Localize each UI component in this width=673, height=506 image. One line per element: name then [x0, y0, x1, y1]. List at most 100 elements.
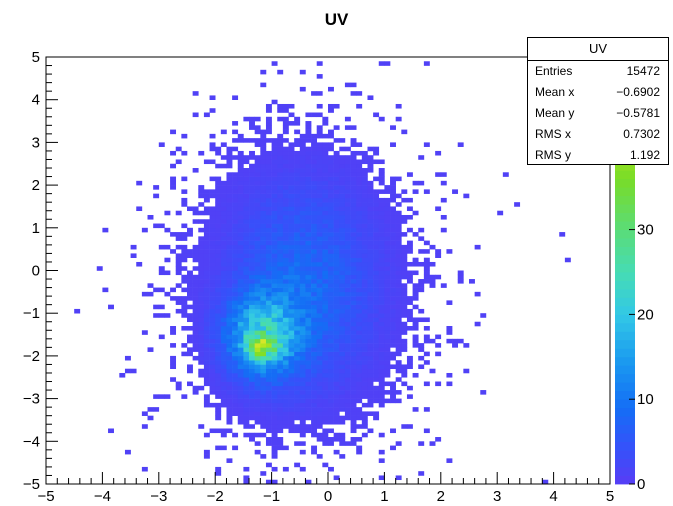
- heatmap-cell: [187, 232, 193, 237]
- heatmap-cell: [412, 257, 419, 263]
- heatmap-cell: [260, 227, 267, 233]
- heatmap-cell: [209, 330, 216, 335]
- heatmap-cell: [226, 253, 233, 258]
- heatmap-cell: [249, 343, 255, 348]
- heatmap-cell: [243, 210, 250, 216]
- heatmap-cell: [299, 398, 306, 404]
- heatmap-cell: [249, 355, 255, 361]
- heatmap-cell: [378, 377, 385, 382]
- heatmap-cell: [350, 415, 357, 421]
- heatmap-cell: [260, 279, 267, 284]
- heatmap-cell: [220, 338, 227, 344]
- heatmap-cell: [249, 240, 255, 246]
- heatmap-cell: [305, 210, 312, 216]
- heatmap-cell: [316, 168, 323, 173]
- heatmap-cell: [254, 402, 261, 408]
- heatmap-cell: [384, 304, 391, 310]
- heatmap-cell: [198, 351, 205, 357]
- heatmap-cell: [305, 138, 312, 143]
- heatmap-cell: [367, 334, 374, 340]
- heatmap-cell: [237, 326, 244, 331]
- heatmap-cell: [243, 466, 250, 472]
- heatmap-cell: [294, 313, 301, 318]
- heatmap-cell: [373, 112, 380, 118]
- heatmap-cell: [311, 407, 318, 412]
- heatmap-cell: [390, 390, 396, 395]
- heatmap-cell: [254, 385, 261, 391]
- heatmap-cell: [316, 150, 323, 156]
- heatmap-cell: [378, 240, 385, 246]
- heatmap-cell: [181, 253, 188, 258]
- heatmap-cell: [209, 321, 216, 327]
- heatmap-cell: [249, 189, 255, 194]
- heatmap-cell: [282, 193, 289, 199]
- heatmap-cell: [192, 168, 199, 173]
- heatmap-cell: [373, 146, 380, 152]
- heatmap-cell: [299, 407, 306, 412]
- heatmap-cell: [322, 210, 329, 216]
- heatmap-cell: [187, 334, 193, 340]
- heatmap-cell: [288, 377, 295, 382]
- heatmap-cell: [226, 390, 233, 395]
- heatmap-cell: [271, 454, 278, 459]
- heatmap-cell: [209, 189, 216, 194]
- heatmap-cell: [243, 202, 250, 207]
- heatmap-cell: [232, 185, 239, 190]
- heatmap-cell: [243, 185, 250, 190]
- heatmap-cell: [328, 240, 334, 246]
- heatmap-cell: [316, 163, 323, 169]
- heatmap-cell: [395, 232, 402, 237]
- heatmap-cell: [277, 390, 284, 395]
- heatmap-cell: [406, 214, 413, 220]
- heatmap-cell: [305, 347, 312, 352]
- heatmap-cell: [158, 223, 165, 229]
- heatmap-cell: [237, 155, 244, 160]
- heatmap-cell: [265, 279, 272, 284]
- heatmap-cell: [220, 257, 227, 263]
- heatmap-cell: [198, 368, 205, 374]
- heatmap-cell: [344, 279, 351, 284]
- heatmap-cell: [350, 411, 357, 416]
- heatmap-cell: [226, 377, 233, 382]
- heatmap-cell: [328, 402, 334, 408]
- heatmap-cell: [265, 317, 272, 323]
- heatmap-cell: [311, 372, 318, 378]
- heatmap-cell: [311, 368, 318, 374]
- heatmap-cell: [294, 321, 301, 327]
- heatmap-cell: [452, 338, 459, 344]
- heatmap-cell: [215, 270, 222, 276]
- heatmap-cell: [282, 189, 289, 194]
- heatmap-cell: [305, 227, 312, 233]
- heatmap-cell: [226, 185, 233, 190]
- heatmap-cell: [390, 261, 396, 267]
- heatmap-cell: [390, 279, 396, 284]
- heatmap-cell: [299, 155, 306, 160]
- color-bar-segment: [615, 263, 635, 273]
- heatmap-cell: [215, 308, 222, 314]
- heatmap-cell: [158, 270, 165, 276]
- heatmap-cell: [299, 308, 306, 314]
- heatmap-cell: [260, 274, 267, 280]
- heatmap-cell: [361, 266, 368, 271]
- heatmap-cell: [384, 202, 391, 207]
- heatmap-cell: [249, 223, 255, 229]
- heatmap-cell: [344, 193, 351, 199]
- heatmap-cell: [305, 223, 312, 229]
- heatmap-cell: [333, 138, 340, 143]
- heatmap-cell: [384, 210, 391, 216]
- heatmap-cell: [406, 261, 413, 267]
- heatmap-cell: [260, 304, 267, 310]
- heatmap-cell: [282, 206, 289, 212]
- heatmap-cell: [344, 317, 351, 323]
- heatmap-cell: [305, 189, 312, 194]
- heatmap-cell: [254, 257, 261, 263]
- heatmap-cell: [237, 189, 244, 194]
- stats-row-rms-x: RMS x 0.7302: [528, 124, 668, 145]
- heatmap-cell: [294, 185, 301, 190]
- heatmap-cell: [384, 338, 391, 344]
- heatmap-cell: [265, 291, 272, 297]
- heatmap-cell: [232, 296, 239, 301]
- heatmap-cell: [316, 61, 323, 66]
- heatmap-cell: [203, 296, 210, 301]
- heatmap-cell: [181, 189, 188, 194]
